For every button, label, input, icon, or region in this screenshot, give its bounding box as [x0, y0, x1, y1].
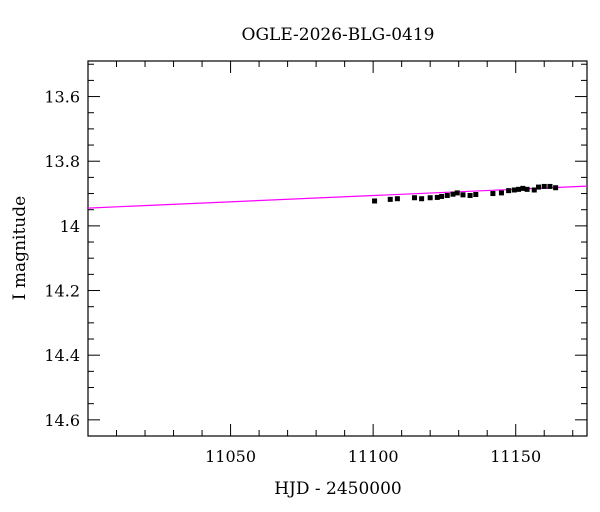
data-point [439, 193, 445, 199]
data-point [450, 191, 456, 197]
x-tick-label: 11150 [490, 447, 541, 466]
y-tick-label: 13.8 [44, 152, 80, 171]
data-point [387, 196, 393, 202]
x-tick-labels: 11050 11100 11150 [205, 447, 541, 466]
data-point [394, 196, 400, 202]
data-point [498, 190, 504, 196]
y-tick-label: 14.2 [44, 282, 80, 301]
y-tick-labels: 13.6 13.8 14 14.2 14.4 14.6 [44, 88, 80, 430]
data-point [524, 186, 530, 192]
data-point [531, 187, 537, 193]
y-tick-label: 14 [60, 217, 80, 236]
chart-title: OGLE-2026-BLG-0419 [242, 25, 435, 45]
x-tick-label: 11100 [348, 447, 399, 466]
data-point [506, 188, 512, 194]
data-points-layer [372, 183, 559, 204]
data-point [411, 195, 417, 201]
data-point [547, 183, 553, 189]
data-point [553, 185, 559, 191]
y-axis-label: I magnitude [10, 196, 30, 300]
y-tick-label: 14.6 [44, 411, 80, 430]
data-point [419, 196, 425, 202]
data-point [454, 190, 460, 196]
y-tick-label: 14.4 [44, 346, 80, 365]
data-point [427, 195, 433, 201]
data-point [444, 192, 450, 198]
axis-ticks [88, 61, 587, 437]
data-point [473, 192, 479, 198]
x-axis-label: HJD - 2450000 [274, 479, 402, 499]
plot-frame [87, 60, 588, 437]
data-point [372, 198, 378, 204]
data-point [434, 194, 440, 200]
data-point [460, 192, 466, 198]
data-point [536, 184, 542, 190]
data-point [541, 183, 547, 189]
data-point [490, 191, 496, 197]
model-curve-layer [87, 185, 588, 209]
data-point [516, 186, 522, 192]
data-point [520, 185, 526, 191]
data-point [467, 192, 473, 198]
y-tick-label: 13.6 [44, 88, 80, 107]
model-curve [87, 185, 588, 209]
data-point [511, 187, 517, 193]
x-tick-label: 11050 [205, 447, 256, 466]
